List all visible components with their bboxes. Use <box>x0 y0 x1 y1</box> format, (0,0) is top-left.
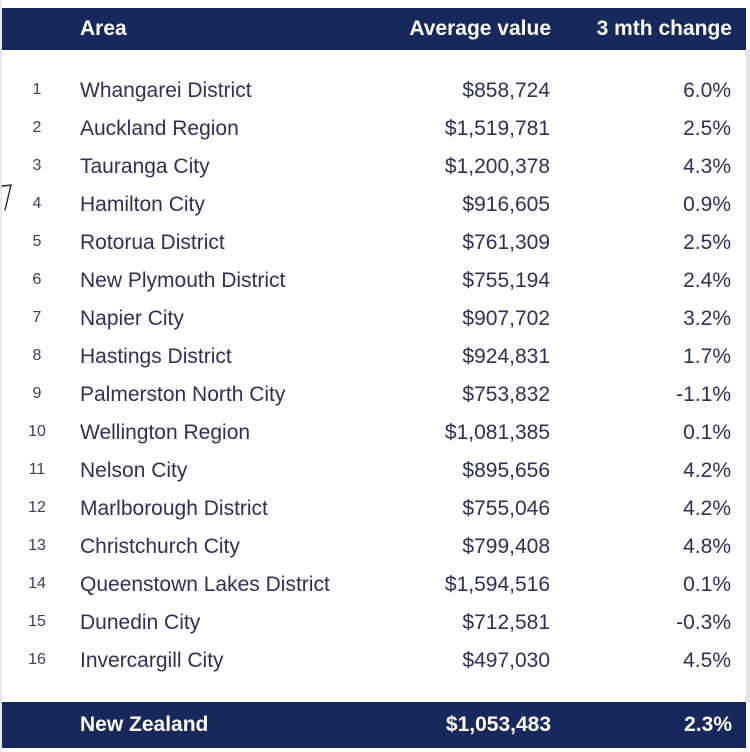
pen-mark-icon <box>1 184 12 211</box>
table-row: 10 Wellington Region $1,081,385 0.1% <box>0 415 746 453</box>
row-change: 0.9% <box>683 193 731 216</box>
row-change: -0.3% <box>676 611 731 634</box>
row-change: 0.1% <box>683 573 731 596</box>
footer-value: $1,053,483 <box>445 713 551 736</box>
footer-change: 2.3% <box>684 713 732 736</box>
row-area: Wellington Region <box>80 421 251 444</box>
table-footer-total: New Zealand $1,053,483 2.3% <box>2 702 746 748</box>
row-value: $1,594,516 <box>444 573 550 596</box>
row-change: 3.2% <box>683 307 731 330</box>
table-row: 13 Christchurch City $799,408 4.8% <box>0 529 746 567</box>
row-change: 4.5% <box>683 649 731 672</box>
table-body: 1 Whangarei District $858,724 6.0% 2 Auc… <box>0 73 746 681</box>
table-row: 4 Hamilton City $916,605 0.9% <box>0 187 746 225</box>
header-change: 3 mth change <box>596 17 732 40</box>
row-rank: 8 <box>32 347 42 364</box>
table-row: 3 Tauranga City $1,200,378 4.3% <box>0 149 746 187</box>
row-value: $907,702 <box>462 307 550 330</box>
row-area: Auckland Region <box>80 117 239 140</box>
table-row: 2 Auckland Region $1,519,781 2.5% <box>0 111 746 149</box>
row-area: Tauranga City <box>80 155 210 178</box>
row-value: $755,194 <box>462 269 550 292</box>
row-rank: 5 <box>32 233 42 250</box>
row-rank: 16 <box>28 651 46 668</box>
row-area: Christchurch City <box>80 535 240 558</box>
row-change: -1.1% <box>676 383 731 406</box>
row-value: $761,309 <box>462 231 550 254</box>
footer-area: New Zealand <box>80 713 209 736</box>
row-value: $1,200,378 <box>444 155 550 178</box>
row-change: 2.5% <box>683 231 731 254</box>
row-rank: 3 <box>32 157 42 174</box>
row-area: Whangarei District <box>80 79 252 102</box>
row-value: $916,605 <box>462 193 550 216</box>
row-area: New Plymouth District <box>80 269 286 292</box>
table-row: 12 Marlborough District $755,046 4.2% <box>0 491 746 529</box>
row-rank: 4 <box>32 195 42 212</box>
table-row: 8 Hastings District $924,831 1.7% <box>0 339 746 377</box>
table-row: 9 Palmerston North City $753,832 -1.1% <box>0 377 746 415</box>
row-change: 6.0% <box>683 79 731 102</box>
row-change: 4.2% <box>683 459 731 482</box>
row-rank: 2 <box>32 119 42 136</box>
row-value: $895,656 <box>462 459 550 482</box>
row-rank: 14 <box>28 575 46 592</box>
row-rank: 10 <box>28 423 46 440</box>
table-row: 5 Rotorua District $761,309 2.5% <box>0 225 746 263</box>
row-change: 0.1% <box>683 421 731 444</box>
row-area: Dunedin City <box>80 611 201 634</box>
header-area: Area <box>80 17 127 40</box>
row-rank: 11 <box>28 461 46 478</box>
row-value: $497,030 <box>462 649 550 672</box>
row-change: 2.4% <box>683 269 731 292</box>
row-area: Rotorua District <box>80 231 225 254</box>
row-value: $1,081,385 <box>444 421 550 444</box>
row-area: Marlborough District <box>80 497 268 520</box>
table-row: 11 Nelson City $895,656 4.2% <box>0 453 746 491</box>
table-row: 6 New Plymouth District $755,194 2.4% <box>0 263 746 301</box>
row-area: Napier City <box>80 307 184 330</box>
row-area: Queenstown Lakes District <box>80 573 330 596</box>
row-value: $924,831 <box>462 345 550 368</box>
row-rank: 9 <box>32 385 42 402</box>
left-edge <box>0 0 2 752</box>
row-value: $755,046 <box>462 497 550 520</box>
row-value: $712,581 <box>462 611 550 634</box>
row-rank: 15 <box>28 613 46 630</box>
row-change: 1.7% <box>683 345 731 368</box>
row-change: 4.3% <box>683 155 731 178</box>
row-value: $1,519,781 <box>444 117 550 140</box>
row-value: $753,832 <box>462 383 550 406</box>
row-rank: 6 <box>32 271 42 288</box>
row-value: $799,408 <box>462 535 550 558</box>
row-change: 4.2% <box>683 497 731 520</box>
header-average-value: Average value <box>409 17 551 40</box>
table-row: 1 Whangarei District $858,724 6.0% <box>0 73 746 111</box>
table-row: 14 Queenstown Lakes District $1,594,516 … <box>0 567 746 605</box>
row-rank: 1 <box>32 81 42 98</box>
row-area: Hastings District <box>80 345 232 368</box>
row-value: $858,724 <box>462 79 550 102</box>
table-row: 15 Dunedin City $712,581 -0.3% <box>0 605 746 643</box>
row-change: 2.5% <box>683 117 731 140</box>
table-header: Area Average value 3 mth change <box>2 8 746 50</box>
row-change: 4.8% <box>683 535 731 558</box>
row-area: Hamilton City <box>80 193 205 216</box>
table-row: 16 Invercargill City $497,030 4.5% <box>0 643 746 681</box>
table-row: 7 Napier City $907,702 3.2% <box>0 301 746 339</box>
row-rank: 13 <box>28 537 46 554</box>
row-rank: 12 <box>28 499 46 516</box>
row-area: Nelson City <box>80 459 188 482</box>
row-rank: 7 <box>32 309 42 326</box>
row-area: Palmerston North City <box>80 383 286 406</box>
row-area: Invercargill City <box>80 649 224 672</box>
right-edge <box>746 50 750 702</box>
